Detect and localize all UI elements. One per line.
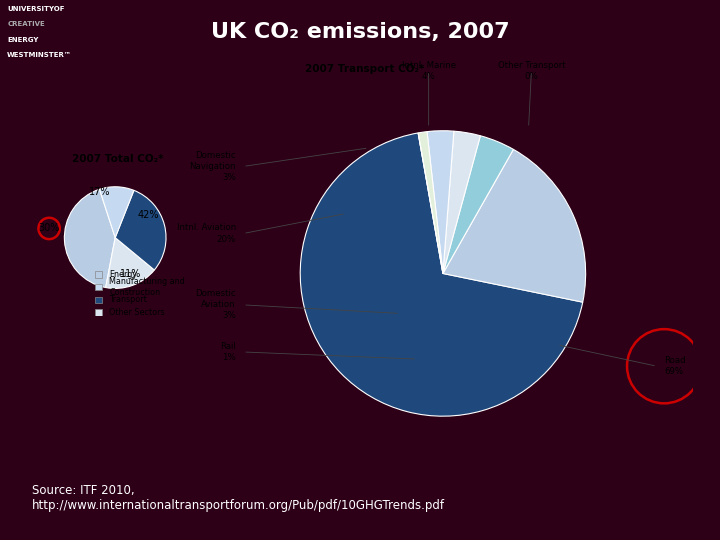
Wedge shape [106, 238, 154, 288]
Text: Manufacturing and
Construction: Manufacturing and Construction [109, 277, 185, 296]
Text: Domestic
Navigation
3%: Domestic Navigation 3% [189, 151, 236, 182]
Text: Rail
1%: Rail 1% [220, 342, 236, 362]
Text: UK CO₂ emissions, 2007: UK CO₂ emissions, 2007 [211, 22, 509, 42]
Text: 30%: 30% [38, 224, 60, 233]
Text: 11%: 11% [120, 269, 141, 279]
Text: 2007 Transport CO₂*: 2007 Transport CO₂* [305, 64, 424, 73]
Text: Other Transport
0%: Other Transport 0% [498, 61, 565, 81]
Wedge shape [443, 136, 513, 273]
Wedge shape [418, 132, 443, 273]
FancyBboxPatch shape [95, 271, 102, 278]
Text: Energy: Energy [109, 269, 138, 279]
Text: ENERGY: ENERGY [7, 37, 39, 43]
Wedge shape [300, 133, 582, 416]
Text: Intnl. Marine
4%: Intnl. Marine 4% [402, 61, 456, 81]
Text: 2007 Total CO₂*: 2007 Total CO₂* [72, 154, 163, 164]
Text: Other Sectors: Other Sectors [109, 308, 165, 317]
Wedge shape [427, 131, 454, 273]
FancyBboxPatch shape [95, 296, 102, 303]
Text: Road
69%: Road 69% [664, 356, 685, 376]
Wedge shape [64, 189, 115, 287]
Text: WESTMINSTER™: WESTMINSTER™ [7, 52, 72, 58]
Text: UNIVERSITYOF: UNIVERSITYOF [7, 5, 65, 12]
Wedge shape [99, 187, 134, 238]
Text: CREATIVE: CREATIVE [7, 21, 45, 27]
FancyBboxPatch shape [95, 284, 102, 291]
Wedge shape [443, 150, 585, 302]
Text: Domestic
Aviation
3%: Domestic Aviation 3% [195, 289, 236, 320]
Wedge shape [443, 131, 480, 273]
Wedge shape [418, 133, 443, 273]
FancyBboxPatch shape [95, 309, 102, 316]
Wedge shape [115, 190, 166, 270]
Text: Source: ITF 2010,
http://www.internationaltransportforum.org/Pub/pdf/10GHGTrends: Source: ITF 2010, http://www.internation… [32, 484, 445, 512]
Text: Transport: Transport [109, 295, 147, 304]
Text: 42%: 42% [138, 210, 159, 220]
Text: Intnl. Aviation
20%: Intnl. Aviation 20% [176, 224, 236, 244]
Text: 17%: 17% [89, 187, 111, 197]
